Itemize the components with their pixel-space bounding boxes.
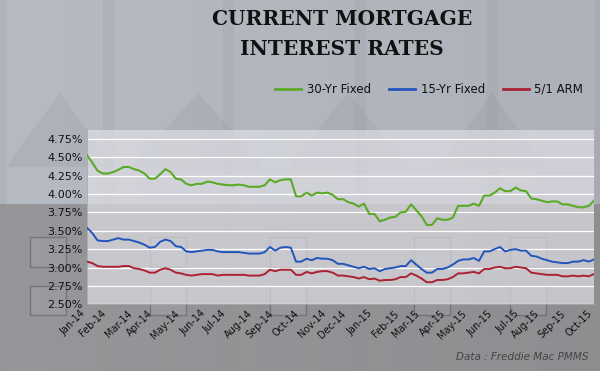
FancyBboxPatch shape [510,237,546,267]
FancyBboxPatch shape [30,237,66,267]
FancyBboxPatch shape [150,237,186,267]
FancyBboxPatch shape [150,286,186,315]
Text: CURRENT MORTGAGE: CURRENT MORTGAGE [212,9,472,29]
Polygon shape [132,93,264,167]
FancyBboxPatch shape [510,286,546,315]
FancyBboxPatch shape [414,286,450,315]
FancyBboxPatch shape [270,237,306,267]
Polygon shape [288,93,408,167]
Text: Data : Freddie Mac PMMS: Data : Freddie Mac PMMS [455,352,588,362]
FancyBboxPatch shape [30,286,66,315]
Polygon shape [438,93,546,167]
FancyBboxPatch shape [414,237,450,267]
Legend: 30-Yr Fixed, 15-Yr Fixed, 5/1 ARM: 30-Yr Fixed, 15-Yr Fixed, 5/1 ARM [271,78,588,101]
Polygon shape [6,93,114,167]
FancyBboxPatch shape [270,286,306,315]
Text: INTEREST RATES: INTEREST RATES [240,39,444,59]
